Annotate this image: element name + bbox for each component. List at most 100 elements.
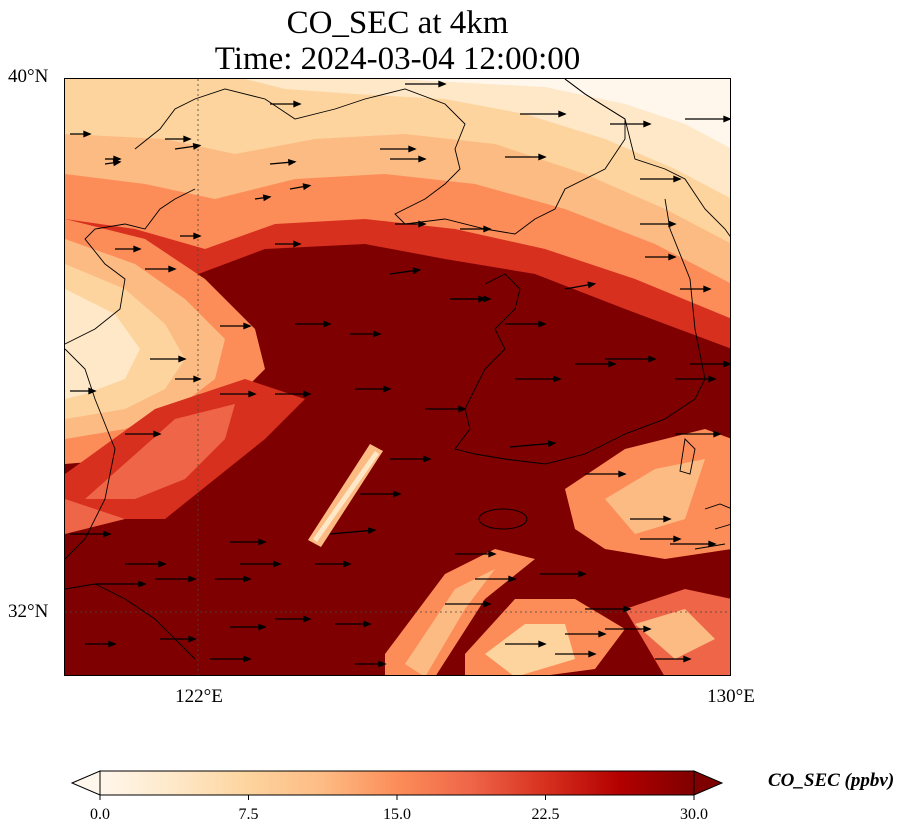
wind-vector-head — [588, 650, 597, 658]
wind-vector-head — [88, 387, 97, 395]
wind-vector-head — [262, 194, 272, 202]
wind-vector-head — [668, 253, 677, 261]
colorbar-tick-15: 15.0 — [383, 806, 411, 823]
wind-vector-head — [668, 220, 677, 228]
wind-vector-head — [713, 430, 722, 438]
wind-vector-head — [367, 527, 377, 535]
wind-vector-head — [178, 355, 187, 363]
wind-vector-head — [483, 225, 492, 233]
colorbar-min-extend — [70, 770, 101, 796]
wind-vector-head — [193, 232, 202, 240]
wind-vector-head — [287, 158, 297, 166]
wind-vector-head — [112, 159, 122, 167]
map-title-line-2: Time: 2024-03-04 12:00:00 — [214, 41, 581, 77]
wind-vector-head — [243, 322, 252, 330]
wind-vector-head — [412, 267, 422, 275]
colorbar-tick-7-5: 7.5 — [238, 806, 259, 823]
wind-vector-head — [547, 440, 557, 448]
wind-vector-head — [683, 655, 692, 663]
wind-vector-head — [438, 80, 447, 88]
coastline-northeast — [564, 79, 730, 237]
wind-vector-head — [258, 538, 267, 546]
wind-vector-head — [383, 385, 392, 393]
wind-vector-head — [293, 240, 302, 248]
wind-vector-head — [538, 320, 547, 328]
coastline-shandong — [65, 188, 196, 345]
wind-vector-head — [323, 320, 332, 328]
wind-vector-head — [133, 245, 142, 253]
map-panel — [64, 78, 731, 676]
wind-vector-head — [183, 135, 192, 143]
wind-vector-head — [608, 360, 617, 368]
wind-vector-head — [378, 660, 387, 668]
gridlines — [65, 79, 730, 675]
wind-vector-head — [488, 550, 497, 558]
west-band-4 — [65, 289, 140, 399]
southeast-patch-2 — [605, 459, 705, 534]
wind-vector-head — [723, 115, 730, 123]
wind-vector-head — [273, 560, 282, 568]
wind-vector-head — [293, 100, 302, 108]
colorbar-gradient — [99, 770, 695, 796]
wind-vector-head — [192, 143, 202, 150]
wind-vector-head — [158, 560, 167, 568]
wind-vector-head — [703, 285, 712, 293]
wind-vector-head — [303, 615, 312, 623]
wind-vector-head — [538, 640, 547, 648]
lon-label-122e: 122°E — [175, 686, 223, 707]
map-title-line-1: CO_SEC at 4km — [286, 5, 509, 41]
southeast-patch-4 — [635, 609, 715, 659]
south-patch-2 — [405, 569, 495, 675]
tsushima-island — [679, 438, 696, 475]
wind-vector-head — [598, 630, 607, 638]
wind-vector-head — [663, 515, 672, 523]
coastline-north — [134, 79, 626, 235]
wind-vector-head — [723, 360, 730, 368]
wind-vector-head — [363, 620, 372, 628]
wind-vector-head — [587, 281, 597, 289]
colorbar — [70, 770, 724, 800]
wind-vector-head — [558, 110, 567, 118]
wind-vector-head — [553, 375, 562, 383]
wind-vector-head — [673, 175, 682, 183]
concentration-band-6 — [395, 79, 730, 148]
wind-vector-head — [708, 540, 717, 548]
colorbar-label: CO_SEC (ppbv) — [768, 770, 895, 791]
wind-vector-head — [188, 575, 197, 583]
wind-vector-head — [193, 375, 202, 383]
wind-vector-head — [258, 623, 267, 631]
wind-vector-head — [508, 575, 517, 583]
wind-vectors — [70, 80, 730, 668]
south-patch-4 — [485, 624, 575, 675]
wind-vector-head — [673, 535, 682, 543]
southwest-band-2 — [85, 404, 235, 499]
wind-vector-head — [393, 490, 402, 498]
wind-vector-head — [648, 355, 657, 363]
coastline-yangtze — [65, 583, 196, 660]
wind-vector-head — [483, 600, 492, 608]
wind-vector-head — [418, 155, 427, 163]
wind-vector-head — [458, 405, 467, 413]
colorbar-max-extend — [693, 770, 724, 796]
wind-vector-head — [578, 570, 587, 578]
colorbar-tick-22-5: 22.5 — [531, 806, 560, 823]
wind-vector-head — [423, 455, 432, 463]
wind-vector-head — [103, 530, 112, 538]
light-streak-core — [313, 451, 379, 542]
wind-vector-head — [343, 560, 352, 568]
wind-vector-head — [243, 655, 252, 663]
coastline-korea — [454, 198, 706, 465]
coastlines — [65, 79, 730, 660]
wind-vector-head — [408, 145, 417, 153]
wind-vector-head — [643, 625, 652, 633]
lat-label-32n: 32°N — [8, 601, 49, 622]
wind-vector — [509, 442, 555, 448]
coastline-jiangsu — [65, 348, 116, 560]
wind-vector-head — [483, 295, 492, 303]
wind-vector-head — [418, 220, 427, 228]
wind-vector-head — [83, 130, 92, 138]
colorbar-tick-30: 30.0 — [680, 806, 708, 823]
wind-vector-head — [168, 265, 177, 273]
wind-vector-head — [153, 430, 162, 438]
wind-vector-head — [538, 153, 547, 161]
